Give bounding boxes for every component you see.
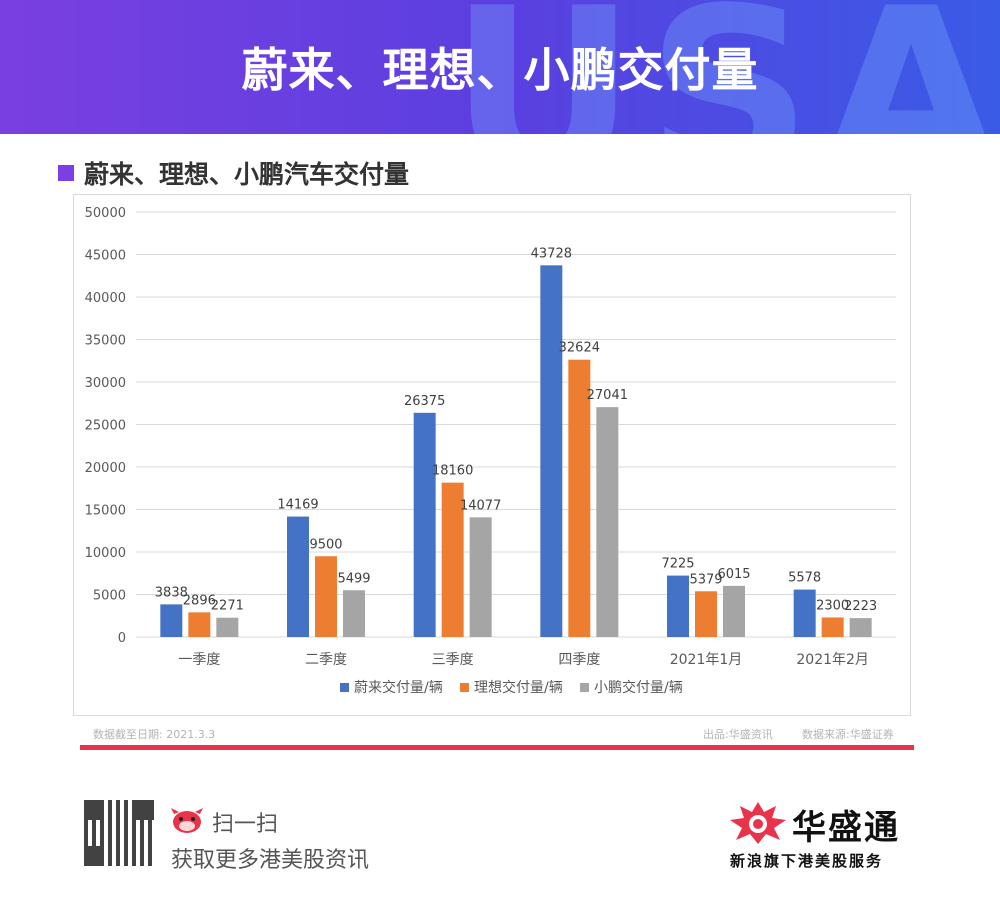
bar bbox=[793, 589, 816, 637]
chart-frame: 0 5000 10000 15000 20000 25000 30000 35000 40000… bbox=[73, 194, 911, 716]
data-label: 2223 bbox=[844, 599, 877, 614]
bar bbox=[849, 618, 872, 637]
legend-swatch bbox=[580, 683, 589, 692]
brand-logo-text: 华盛通 bbox=[792, 808, 900, 848]
data-label: 3838 bbox=[155, 585, 188, 600]
y-tick-label: 10000 bbox=[85, 546, 126, 561]
data-label: 18160 bbox=[432, 464, 473, 479]
data-label: 2896 bbox=[183, 593, 216, 608]
header-banner: USA 蔚来、理想、小鹏交付量 bbox=[0, 0, 1000, 134]
producer-note: 出品:华盛资讯 bbox=[703, 728, 773, 741]
bull-mascot-icon bbox=[171, 808, 203, 833]
bar bbox=[821, 617, 844, 637]
bar bbox=[160, 604, 183, 637]
data-label: 27041 bbox=[587, 388, 628, 403]
bar bbox=[667, 575, 689, 637]
legend-label: 理想交付量/辆 bbox=[474, 679, 563, 696]
huasheng-logo-icon bbox=[730, 802, 786, 844]
x-tick-label: 二季度 bbox=[305, 652, 347, 668]
chart-title: 蔚来、理想、小鹏汽车交付量 bbox=[84, 160, 410, 189]
bar bbox=[540, 265, 563, 637]
data-label: 2300 bbox=[816, 598, 849, 613]
scan-label: 扫一扫 bbox=[212, 812, 279, 837]
more-info-label: 获取更多港美股资讯 bbox=[171, 848, 370, 873]
brand-tagline: 新浪旗下港美股服务 bbox=[730, 852, 884, 870]
y-tick-label: 20000 bbox=[85, 461, 126, 476]
bar bbox=[188, 612, 211, 637]
data-label: 5499 bbox=[337, 571, 370, 586]
bar bbox=[695, 591, 717, 637]
data-label: 32624 bbox=[559, 341, 600, 356]
data-label: 7225 bbox=[661, 557, 694, 572]
data-label: 2271 bbox=[211, 599, 244, 614]
y-tick-label: 45000 bbox=[85, 249, 126, 264]
data-label: 14169 bbox=[277, 498, 318, 513]
legend-label: 蔚来交付量/辆 bbox=[354, 679, 443, 696]
banner-title: 蔚来、理想、小鹏交付量 bbox=[241, 43, 759, 97]
y-tick-label: 35000 bbox=[85, 334, 126, 349]
data-label: 43728 bbox=[531, 246, 572, 261]
bar bbox=[216, 617, 239, 637]
section-marker bbox=[58, 165, 74, 181]
bar bbox=[596, 407, 619, 637]
banner-decoration: USA bbox=[449, 0, 1000, 134]
data-label: 5379 bbox=[689, 572, 722, 587]
x-tick-label: 四季度 bbox=[558, 652, 600, 668]
y-tick-label: 15000 bbox=[85, 504, 126, 519]
y-tick-label: 40000 bbox=[85, 291, 126, 306]
y-tick-label: 50000 bbox=[85, 206, 126, 221]
x-tick-label: 2021年2月 bbox=[796, 652, 869, 668]
x-tick-label: 一季度 bbox=[178, 652, 220, 668]
bar bbox=[413, 412, 436, 637]
data-label: 5578 bbox=[788, 571, 821, 586]
y-tick-label: 0 bbox=[118, 631, 126, 646]
bar bbox=[469, 517, 492, 637]
x-tick-label: 三季度 bbox=[432, 652, 474, 668]
y-tick-label: 5000 bbox=[93, 589, 126, 604]
divider-line bbox=[80, 745, 914, 750]
data-label: 6015 bbox=[717, 567, 750, 582]
source-note: 数据来源:华盛证券 bbox=[802, 728, 894, 741]
qr-code[interactable] bbox=[84, 800, 154, 866]
data-label: 9500 bbox=[309, 537, 342, 552]
bar bbox=[287, 516, 309, 637]
bar bbox=[723, 585, 745, 637]
bar-chart: 0 5000 10000 15000 20000 25000 30000 35000 40000… bbox=[85, 206, 896, 696]
date-note: 数据截至日期: 2021.3.3 bbox=[93, 728, 216, 741]
x-tick-label: 2021年1月 bbox=[670, 652, 743, 668]
bar bbox=[568, 359, 591, 637]
bar bbox=[343, 590, 365, 637]
legend-label: 小鹏交付量/辆 bbox=[594, 679, 683, 696]
section-heading: 蔚来、理想、小鹏汽车交付量 bbox=[58, 156, 409, 190]
bar bbox=[441, 482, 464, 637]
y-tick-label: 25000 bbox=[85, 419, 126, 434]
legend-swatch bbox=[340, 683, 349, 692]
legend-swatch bbox=[460, 683, 469, 692]
data-label: 26375 bbox=[404, 394, 445, 409]
y-tick-label: 30000 bbox=[85, 376, 126, 391]
data-label: 14077 bbox=[460, 498, 501, 513]
bar bbox=[315, 556, 337, 637]
